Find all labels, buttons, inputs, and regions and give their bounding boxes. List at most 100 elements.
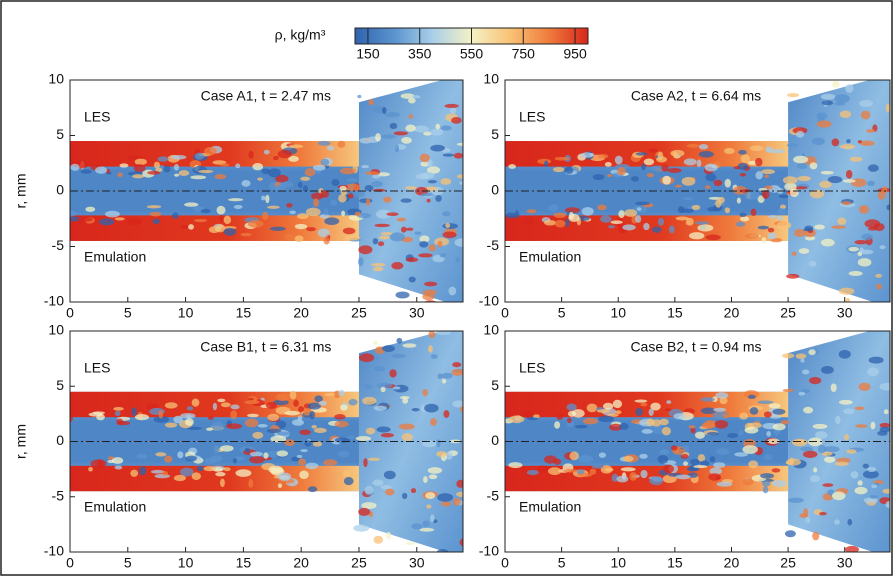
eddy [883,409,889,415]
eddy [424,186,438,192]
eddy [240,232,252,237]
eddy [427,467,443,474]
eddy [317,228,330,238]
eddy [871,484,878,489]
eddy [780,420,790,425]
eddy [453,497,461,506]
eddy [815,431,828,440]
eddy [373,405,388,411]
x-tick-label: 20 [724,305,740,321]
colorbar-tick-label: 950 [563,46,587,62]
expansion-region [788,80,890,302]
eddy [70,210,77,217]
eddy [365,198,371,207]
eddy [763,411,772,418]
eddy [338,389,345,397]
panel-title: Case B2, t = 0.94 ms [630,339,761,355]
eddy [657,151,664,161]
eddy [134,414,150,421]
eddy [791,251,797,256]
eddy [620,467,636,472]
eddy [343,477,354,486]
eddy [714,419,729,429]
eddy [149,211,162,217]
eddy [566,403,577,411]
eddy [742,445,758,454]
eddy [436,451,448,458]
eddy [713,407,726,412]
eddy [858,382,871,391]
eddy [413,125,430,133]
eddy [339,185,347,191]
eddy [364,384,373,389]
eddy [131,407,137,417]
eddy [193,218,208,223]
eddy [857,480,863,486]
eddy [300,176,311,181]
eddy [879,245,886,250]
eddy [430,144,445,152]
eddy [662,175,671,185]
eddy [877,430,888,436]
eddy [875,273,882,278]
eddy [615,163,630,169]
eddy [427,159,433,168]
eddy [359,198,373,204]
x-tick-label: 25 [780,305,796,321]
eddy [670,445,678,451]
eddy [383,196,392,203]
eddy [334,420,349,428]
eddy [298,458,307,466]
eddy [257,177,263,181]
eddy [459,406,463,413]
eddy [820,93,836,100]
eddy [244,400,260,405]
eddy [428,331,436,339]
eddy [389,122,398,130]
eddy [618,210,625,218]
eddy [454,238,463,247]
eddy [659,449,670,456]
eddy [755,171,763,180]
eddy [505,212,517,219]
eddy [688,425,696,429]
eddy [266,428,282,434]
eddy [769,415,782,419]
eddy [186,426,202,431]
eddy [304,168,316,177]
eddy [761,237,767,244]
eddy [838,349,851,359]
eddy [624,209,638,217]
eddy [307,486,318,493]
x-tick-label: 30 [837,555,853,571]
eddy [767,232,777,240]
eddy [357,94,362,99]
eddy [358,257,364,267]
eddy [219,214,224,223]
eddy [514,210,520,219]
eddy [153,161,160,169]
eddy [727,433,738,438]
eddy [303,408,312,416]
eddy [346,435,355,440]
eddy [800,358,805,363]
eddy [738,430,744,436]
eddy [136,453,148,459]
eddy [395,291,410,299]
y-tick-label: 0 [56,182,64,198]
eddy [422,440,437,448]
eddy [305,462,319,470]
eddy [651,226,662,233]
eddy [331,179,340,186]
eddy [862,463,870,469]
eddy [208,226,220,234]
eddy [744,191,760,200]
eddy [739,172,747,177]
y-tick-label: 0 [56,432,64,448]
eddy [526,469,539,476]
eddy [636,207,642,211]
eddy [212,402,218,411]
eddy [430,514,435,523]
eddy [267,413,280,422]
eddy [373,535,384,544]
